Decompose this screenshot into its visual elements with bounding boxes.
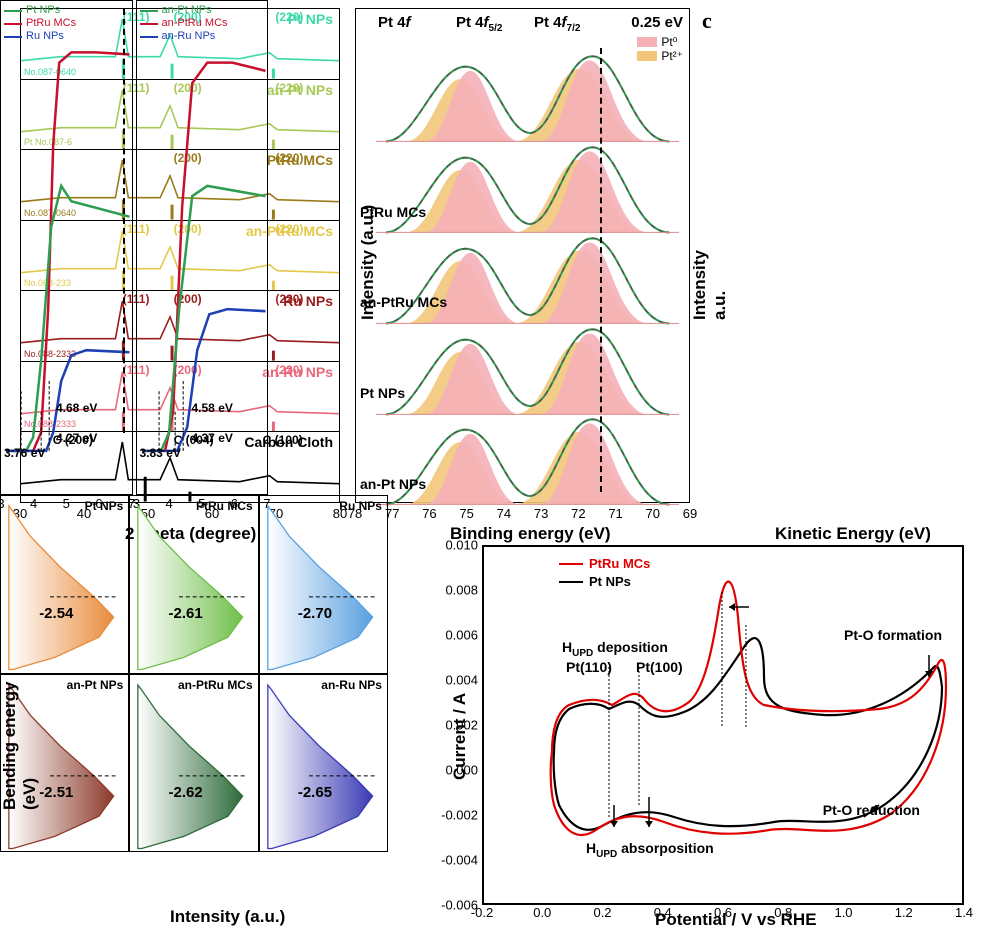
xps-shift: 0.25 eV [631,14,683,31]
annot-hupd-dep: HUPD deposition [562,639,668,659]
vb-name: an-Pt NPs [67,678,124,692]
ups-annot: 4.37 eV [192,431,233,445]
panel-e-yticks: -0.006-0.004-0.0020.0000.0020.0040.0060.… [438,545,480,905]
xrd-peak-label: (220) [275,222,303,236]
xps-row-label: Pt NPs [360,385,405,401]
annot-pto-red: Pt-O reduction [823,802,920,818]
vb-val: -2.70 [298,605,332,622]
panel-d-vb: Pt NPs-2.5410-1-2-3-4-5 PtRu MCs-2.61 Ru… [0,495,388,852]
xps-row-3: Pt NPs [356,321,689,420]
vb-name: Ru NPs [339,499,382,513]
ups-right: an-Pt NPsan-PtRu MCsan-Ru NPs 4.58 eV 4.37… [136,0,269,495]
ups-right-svg [137,1,268,494]
ups-left-svg [1,1,132,494]
vb-name: an-PtRu MCs [178,678,253,692]
vb-cell-5: an-Ru NPs -2.65 [259,674,388,853]
cv-legend: PtRu MCsPt NPs [559,555,650,591]
xrd-peak-label: C (100) [263,433,303,447]
annot-pto-form: Pt-O formation [844,627,942,643]
vb-val: -2.62 [169,784,203,801]
ups-left: Pt NPsPtRu MCsRu NPs 4.68 eV 4.27 eV 3.76 e… [0,0,133,495]
ups-legend-right: an-Pt NPsan-PtRu MCsan-Ru NPs [140,4,228,43]
panel-e-xticks: -0.20.00.20.40.60.81.01.21.4 [482,905,964,919]
ups-annot: 4.68 eV [56,401,97,415]
axis-y-c: Intensity a.u. [690,220,730,320]
vb-name: an-Ru NPs [321,678,382,692]
xps-row-4: an-Pt NPs [356,411,689,510]
ups-annot: 4.27 eV [56,431,97,445]
xps-row-2: an-PtRu MCs [356,230,689,329]
cv-svg [484,547,964,903]
ups-annot: 3.83 eV [140,446,181,460]
xrd-peak-label: (220) [275,151,303,165]
panel-b-xps: Pt 4f Pt 4f5/2 Pt 4f7/2 0.25 eV Pt⁰ Pt²⁺… [355,8,690,503]
xps-row-label: an-Pt NPs [360,476,426,492]
annot-pt110: Pt(110) [566,659,612,675]
axis-y-b: Intensity (a.u.) [358,200,378,320]
panel-letter-c: c [702,8,712,34]
vb-val: -2.61 [169,605,203,622]
vb-val: -2.51 [39,784,73,801]
ups-annot: 4.58 eV [192,401,233,415]
vb-cell-4: an-PtRu MCs -2.62 [129,674,258,853]
ups-annot: 3.76 eV [4,446,45,460]
vb-grid: Pt NPs-2.5410-1-2-3-4-5 PtRu MCs-2.61 Ru… [0,495,388,852]
ups-legend-left: Pt NPsPtRu MCsRu NPs [4,4,76,43]
vb-val: -2.54 [39,605,73,622]
xrd-peak-label: (220) [275,81,303,95]
vb-name: Pt NPs [85,499,124,513]
axis-x-d: Intensity (a.u.) [170,907,285,927]
annot-pt100: Pt(100) [636,659,683,675]
axis-y-d: Bending energy (eV) [0,660,40,810]
xrd-guide-line [123,9,125,433]
panel-b-xticks: 78777675747372717069 [355,506,690,522]
vb-cell-0: Pt NPs-2.5410-1-2-3-4-5 [0,495,129,674]
vb-name: PtRu MCs [196,499,253,513]
xps-row-1: PtRu MCs [356,139,689,238]
xps-orbital: Pt 4f [378,14,411,31]
xps-guide [600,48,602,492]
xrd-peak-label: (220) [275,292,303,306]
xrd-peak-label: (220) [275,10,303,24]
vb-cell-2: Ru NPs -2.70 [259,495,388,674]
xrd-peak-label: (220) [275,363,303,377]
panel-e-cv: PtRu MCsPt NPs HUPD deposition Pt(110) P… [482,545,964,905]
vb-val: -2.65 [298,784,332,801]
axis-x-c: Kinetic Energy (eV) [775,524,931,544]
xps-72: Pt 4f7/2 [534,14,580,34]
xps-row-0 [356,48,689,147]
xps-52: Pt 4f5/2 [456,14,502,34]
annot-hupd-abs: HUPD absorposition [586,840,714,860]
vb-cell-1: PtRu MCs -2.61 [129,495,258,674]
